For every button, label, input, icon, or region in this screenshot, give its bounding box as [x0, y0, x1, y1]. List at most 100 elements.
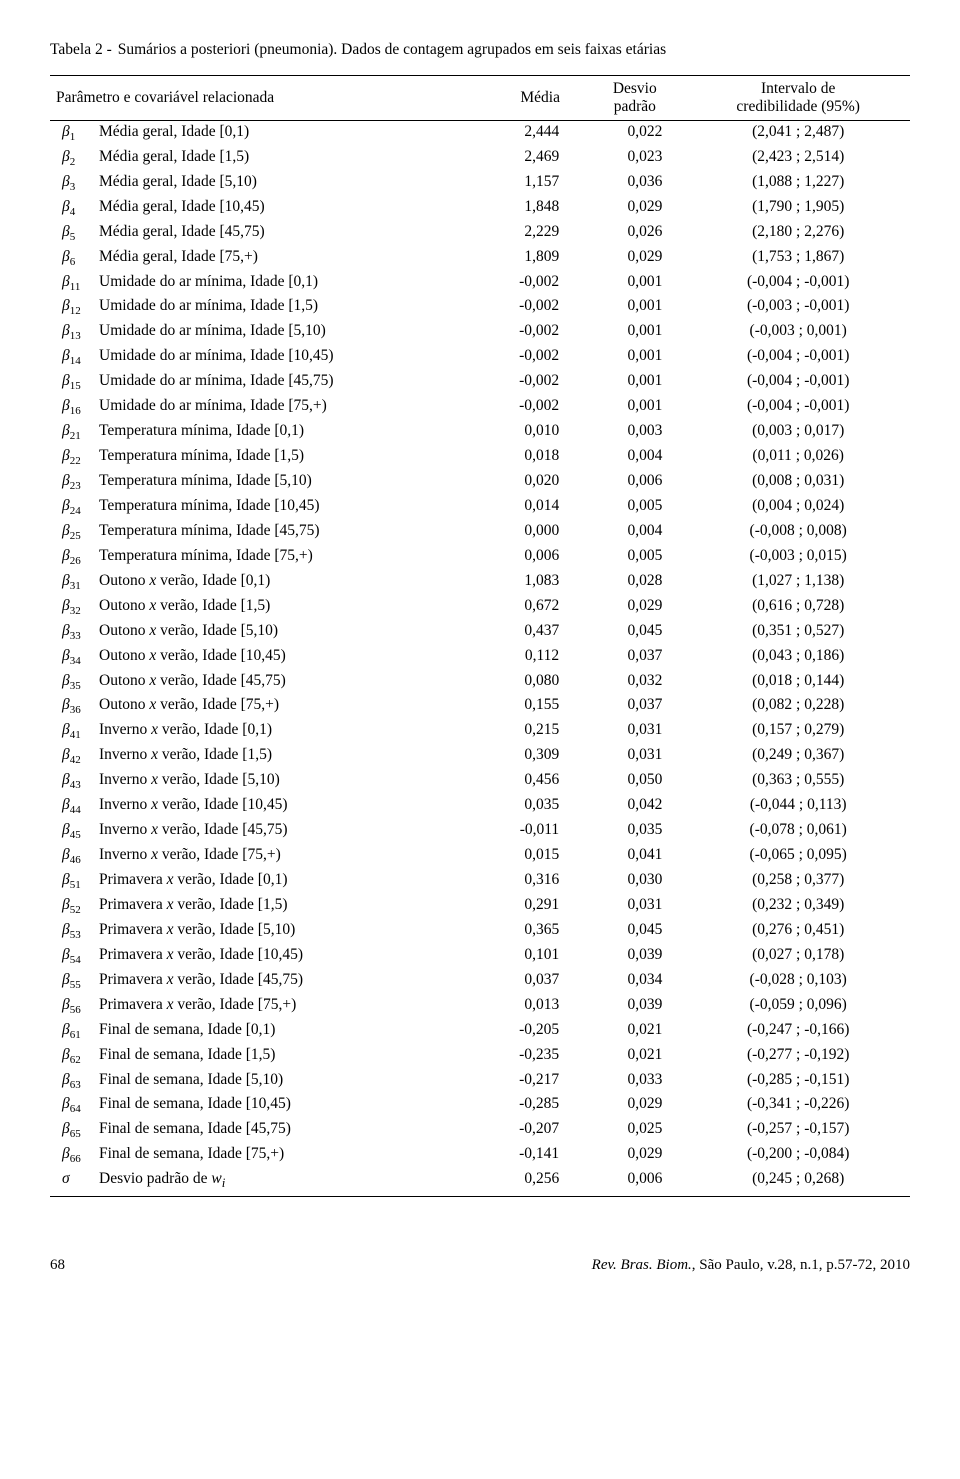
param-description: Outono x verão, Idade [75,+) [93, 694, 497, 719]
sd-value: 0,036 [583, 171, 686, 196]
header-ci: Intervalo de credibilidade (95%) [686, 75, 910, 120]
table-row: β3Média geral, Idade [5,10)1,1570,036(1,… [50, 171, 910, 196]
header-sd-line1: Desvio [613, 80, 657, 97]
mean-value: 0,018 [497, 445, 583, 470]
ci-value: (0,157 ; 0,279) [686, 719, 910, 744]
param-description: Final de semana, Idade [1,5) [93, 1044, 497, 1069]
ci-value: (0,249 ; 0,367) [686, 744, 910, 769]
mean-value: 0,037 [497, 969, 583, 994]
mean-value: 1,157 [497, 171, 583, 196]
ci-value: (-0,004 ; -0,001) [686, 370, 910, 395]
table-row: β15Umidade do ar mínima, Idade [45,75)-0… [50, 370, 910, 395]
param-description: Desvio padrão de wi [93, 1168, 497, 1196]
sd-value: 0,034 [583, 969, 686, 994]
ci-value: (1,088 ; 1,227) [686, 171, 910, 196]
caption-text: Sumários a posteriori (pneumonia). Dados… [118, 40, 910, 61]
param-description: Inverno x verão, Idade [1,5) [93, 744, 497, 769]
param-description: Inverno x verão, Idade [10,45) [93, 794, 497, 819]
param-description: Final de semana, Idade [0,1) [93, 1019, 497, 1044]
ci-value: (0,011 ; 0,026) [686, 445, 910, 470]
param-symbol: σ [50, 1168, 93, 1196]
param-description: Final de semana, Idade [45,75) [93, 1118, 497, 1143]
param-symbol: β42 [50, 744, 93, 769]
ci-value: (-0,341 ; -0,226) [686, 1093, 910, 1118]
ci-value: (2,423 ; 2,514) [686, 146, 910, 171]
results-table: Parâmetro e covariável relacionada Média… [50, 75, 910, 1197]
mean-value: -0,011 [497, 819, 583, 844]
mean-value: -0,235 [497, 1044, 583, 1069]
caption-label: Tabela 2 - [50, 40, 118, 61]
param-symbol: β52 [50, 894, 93, 919]
ci-value: (0,232 ; 0,349) [686, 894, 910, 919]
param-symbol: β34 [50, 645, 93, 670]
table-row: β1Média geral, Idade [0,1)2,4440,022(2,0… [50, 120, 910, 145]
param-symbol: β25 [50, 520, 93, 545]
ci-value: (-0,004 ; -0,001) [686, 271, 910, 296]
mean-value: 1,083 [497, 570, 583, 595]
sd-value: 0,031 [583, 744, 686, 769]
param-description: Outono x verão, Idade [10,45) [93, 645, 497, 670]
table-row: σDesvio padrão de wi0,2560,006(0,245 ; 0… [50, 1168, 910, 1196]
mean-value: 2,444 [497, 120, 583, 145]
mean-value: 0,101 [497, 944, 583, 969]
param-symbol: β31 [50, 570, 93, 595]
param-symbol: β6 [50, 246, 93, 271]
ci-value: (-0,004 ; -0,001) [686, 345, 910, 370]
sd-value: 0,030 [583, 869, 686, 894]
param-symbol: β61 [50, 1019, 93, 1044]
param-symbol: β65 [50, 1118, 93, 1143]
table-row: β44Inverno x verão, Idade [10,45)0,0350,… [50, 794, 910, 819]
param-description: Umidade do ar mínima, Idade [5,10) [93, 320, 497, 345]
table-row: β2Média geral, Idade [1,5)2,4690,023(2,4… [50, 146, 910, 171]
header-sd-line2: padrão [614, 98, 656, 115]
param-description: Final de semana, Idade [75,+) [93, 1143, 497, 1168]
ci-value: (0,276 ; 0,451) [686, 919, 910, 944]
mean-value: -0,002 [497, 320, 583, 345]
table-row: β22Temperatura mínima, Idade [1,5)0,0180… [50, 445, 910, 470]
table-row: β16Umidade do ar mínima, Idade [75,+)-0,… [50, 395, 910, 420]
table-row: β14Umidade do ar mínima, Idade [10,45)-0… [50, 345, 910, 370]
table-row: β46Inverno x verão, Idade [75,+)0,0150,0… [50, 844, 910, 869]
ci-value: (1,753 ; 1,867) [686, 246, 910, 271]
param-symbol: β2 [50, 146, 93, 171]
ci-value: (-0,247 ; -0,166) [686, 1019, 910, 1044]
sd-value: 0,045 [583, 620, 686, 645]
ci-value: (0,043 ; 0,186) [686, 645, 910, 670]
param-description: Primavera x verão, Idade [10,45) [93, 944, 497, 969]
ci-value: (1,027 ; 1,138) [686, 570, 910, 595]
param-description: Média geral, Idade [5,10) [93, 171, 497, 196]
sd-value: 0,001 [583, 345, 686, 370]
sd-value: 0,001 [583, 295, 686, 320]
param-description: Umidade do ar mínima, Idade [75,+) [93, 395, 497, 420]
param-symbol: β21 [50, 420, 93, 445]
table-row: β23Temperatura mínima, Idade [5,10)0,020… [50, 470, 910, 495]
ci-value: (-0,078 ; 0,061) [686, 819, 910, 844]
param-symbol: β16 [50, 395, 93, 420]
mean-value: 0,309 [497, 744, 583, 769]
param-symbol: β35 [50, 670, 93, 695]
sd-value: 0,042 [583, 794, 686, 819]
mean-value: 2,469 [497, 146, 583, 171]
param-description: Temperatura mínima, Idade [75,+) [93, 545, 497, 570]
param-description: Média geral, Idade [1,5) [93, 146, 497, 171]
header-param: Parâmetro e covariável relacionada [50, 75, 497, 120]
param-symbol: β36 [50, 694, 93, 719]
table-row: β35Outono x verão, Idade [45,75)0,0800,0… [50, 670, 910, 695]
mean-value: -0,207 [497, 1118, 583, 1143]
mean-value: -0,285 [497, 1093, 583, 1118]
table-row: β56Primavera x verão, Idade [75,+)0,0130… [50, 994, 910, 1019]
table-row: β62Final de semana, Idade [1,5)-0,2350,0… [50, 1044, 910, 1069]
sd-value: 0,001 [583, 271, 686, 296]
mean-value: 2,229 [497, 221, 583, 246]
table-row: β63Final de semana, Idade [5,10)-0,2170,… [50, 1069, 910, 1094]
param-symbol: β4 [50, 196, 93, 221]
ci-value: (0,008 ; 0,031) [686, 470, 910, 495]
table-row: β33Outono x verão, Idade [5,10)0,4370,04… [50, 620, 910, 645]
param-symbol: β24 [50, 495, 93, 520]
mean-value: -0,002 [497, 295, 583, 320]
table-row: β41Inverno x verão, Idade [0,1)0,2150,03… [50, 719, 910, 744]
sd-value: 0,022 [583, 120, 686, 145]
mean-value: 0,020 [497, 470, 583, 495]
sd-value: 0,033 [583, 1069, 686, 1094]
table-row: β52Primavera x verão, Idade [1,5)0,2910,… [50, 894, 910, 919]
